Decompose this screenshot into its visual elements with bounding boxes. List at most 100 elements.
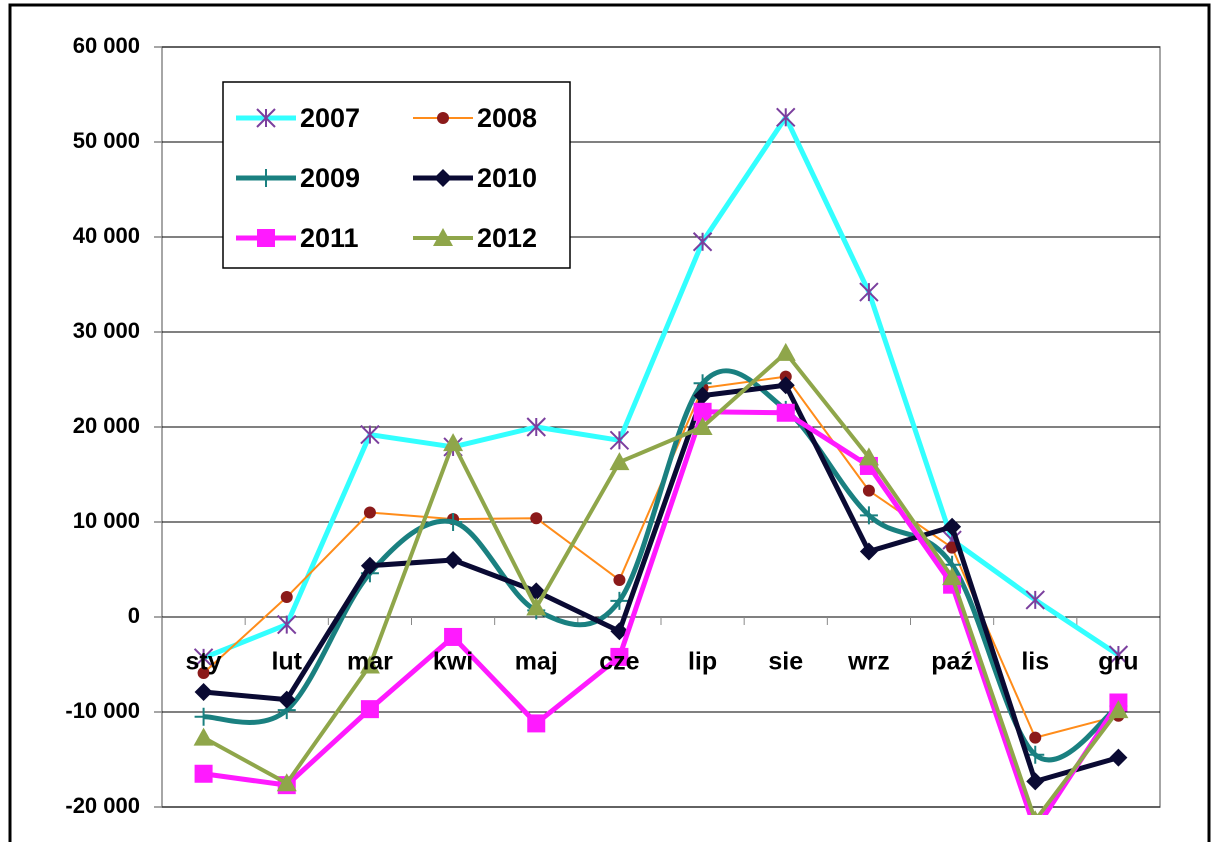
series-line	[203, 409, 1121, 815]
marker	[1108, 700, 1129, 719]
marker-shape	[946, 541, 959, 554]
marker-shape	[444, 551, 463, 569]
marker	[194, 707, 213, 726]
marker-shape	[526, 597, 547, 616]
marker	[1032, 810, 1038, 815]
marker	[359, 655, 380, 674]
marker-shape	[692, 417, 713, 435]
marker	[526, 597, 547, 616]
marker	[1029, 731, 1042, 744]
marker-shape	[193, 727, 214, 746]
marker	[360, 424, 380, 445]
marker	[527, 714, 546, 733]
marker-shape	[610, 622, 629, 641]
marker	[193, 648, 214, 668]
marker	[692, 417, 713, 435]
marker	[1026, 772, 1045, 791]
y-tick-label: 40 000	[73, 223, 140, 248]
marker	[692, 232, 713, 252]
marker-shape	[197, 667, 210, 680]
y-tick-label: -20 000	[65, 793, 140, 818]
marker	[613, 573, 626, 586]
series-line	[203, 368, 1120, 763]
marker-shape	[609, 452, 630, 471]
marker-shape	[194, 683, 213, 702]
marker-shape	[280, 591, 293, 604]
marker	[276, 773, 297, 792]
x-tick-label: paź	[931, 648, 973, 676]
marker	[609, 452, 630, 471]
legend-label: 2010	[477, 163, 537, 193]
marker	[433, 228, 453, 246]
marker	[610, 622, 629, 641]
x-tick-label: mar	[347, 648, 393, 676]
marker-shape	[1026, 772, 1045, 791]
marker-shape	[444, 627, 463, 646]
marker-shape	[359, 655, 380, 674]
x-tick-label: kwi	[433, 648, 473, 676]
marker	[610, 647, 629, 666]
legend-label: 2007	[300, 103, 360, 133]
x-tick-label: lut	[271, 648, 302, 676]
marker	[1026, 821, 1044, 839]
marker	[257, 229, 275, 247]
marker-shape	[434, 169, 452, 187]
marker-shape	[443, 433, 464, 452]
marker	[277, 690, 296, 709]
marker	[946, 541, 959, 554]
marker-shape	[360, 556, 379, 575]
marker-shape	[610, 647, 629, 666]
legend-label: 2011	[300, 223, 359, 253]
marker-shape	[1108, 700, 1129, 719]
marker	[277, 614, 297, 635]
marker-shape	[613, 573, 626, 586]
marker-shape	[433, 228, 453, 246]
marker	[526, 417, 546, 437]
marker-shape	[277, 690, 296, 709]
series-line	[202, 114, 1120, 661]
x-tick-label: wrz	[847, 648, 890, 676]
series-line	[202, 350, 1121, 815]
marker	[776, 107, 796, 128]
marker	[1025, 590, 1045, 610]
y-tick-label: 10 000	[73, 508, 140, 533]
marker	[193, 727, 214, 746]
marker	[280, 591, 293, 604]
marker	[444, 513, 463, 531]
x-tick-label: sie	[768, 648, 803, 676]
x-tick-label: gru	[1098, 648, 1138, 676]
marker	[862, 484, 875, 497]
legend-label: 2009	[300, 163, 360, 193]
marker-shape	[693, 402, 712, 421]
marker	[859, 282, 879, 302]
marker-shape	[776, 403, 795, 422]
marker-shape	[1029, 731, 1042, 744]
marker-shape	[859, 542, 878, 561]
marker-shape	[862, 484, 875, 497]
marker	[1108, 645, 1129, 665]
marker	[610, 591, 629, 610]
marker	[859, 542, 878, 561]
marker	[530, 512, 543, 525]
marker	[1109, 748, 1128, 767]
x-tick-label: cze	[599, 648, 639, 676]
marker-shape	[257, 229, 275, 247]
legend-label: 2012	[477, 223, 537, 253]
series-line	[203, 382, 1120, 784]
marker	[858, 447, 879, 466]
marker	[360, 556, 379, 575]
marker	[434, 169, 452, 187]
y-tick-label: 60 000	[73, 33, 140, 58]
marker	[942, 567, 963, 586]
y-tick-label: -10 000	[65, 698, 140, 723]
marker	[609, 430, 630, 451]
marker	[776, 403, 795, 422]
marker	[775, 342, 796, 361]
marker-shape	[194, 764, 213, 783]
marker-shape	[437, 112, 449, 124]
legend-label: 2008	[477, 103, 537, 133]
marker-shape	[1109, 748, 1128, 767]
x-tick-label: sty	[186, 648, 222, 676]
